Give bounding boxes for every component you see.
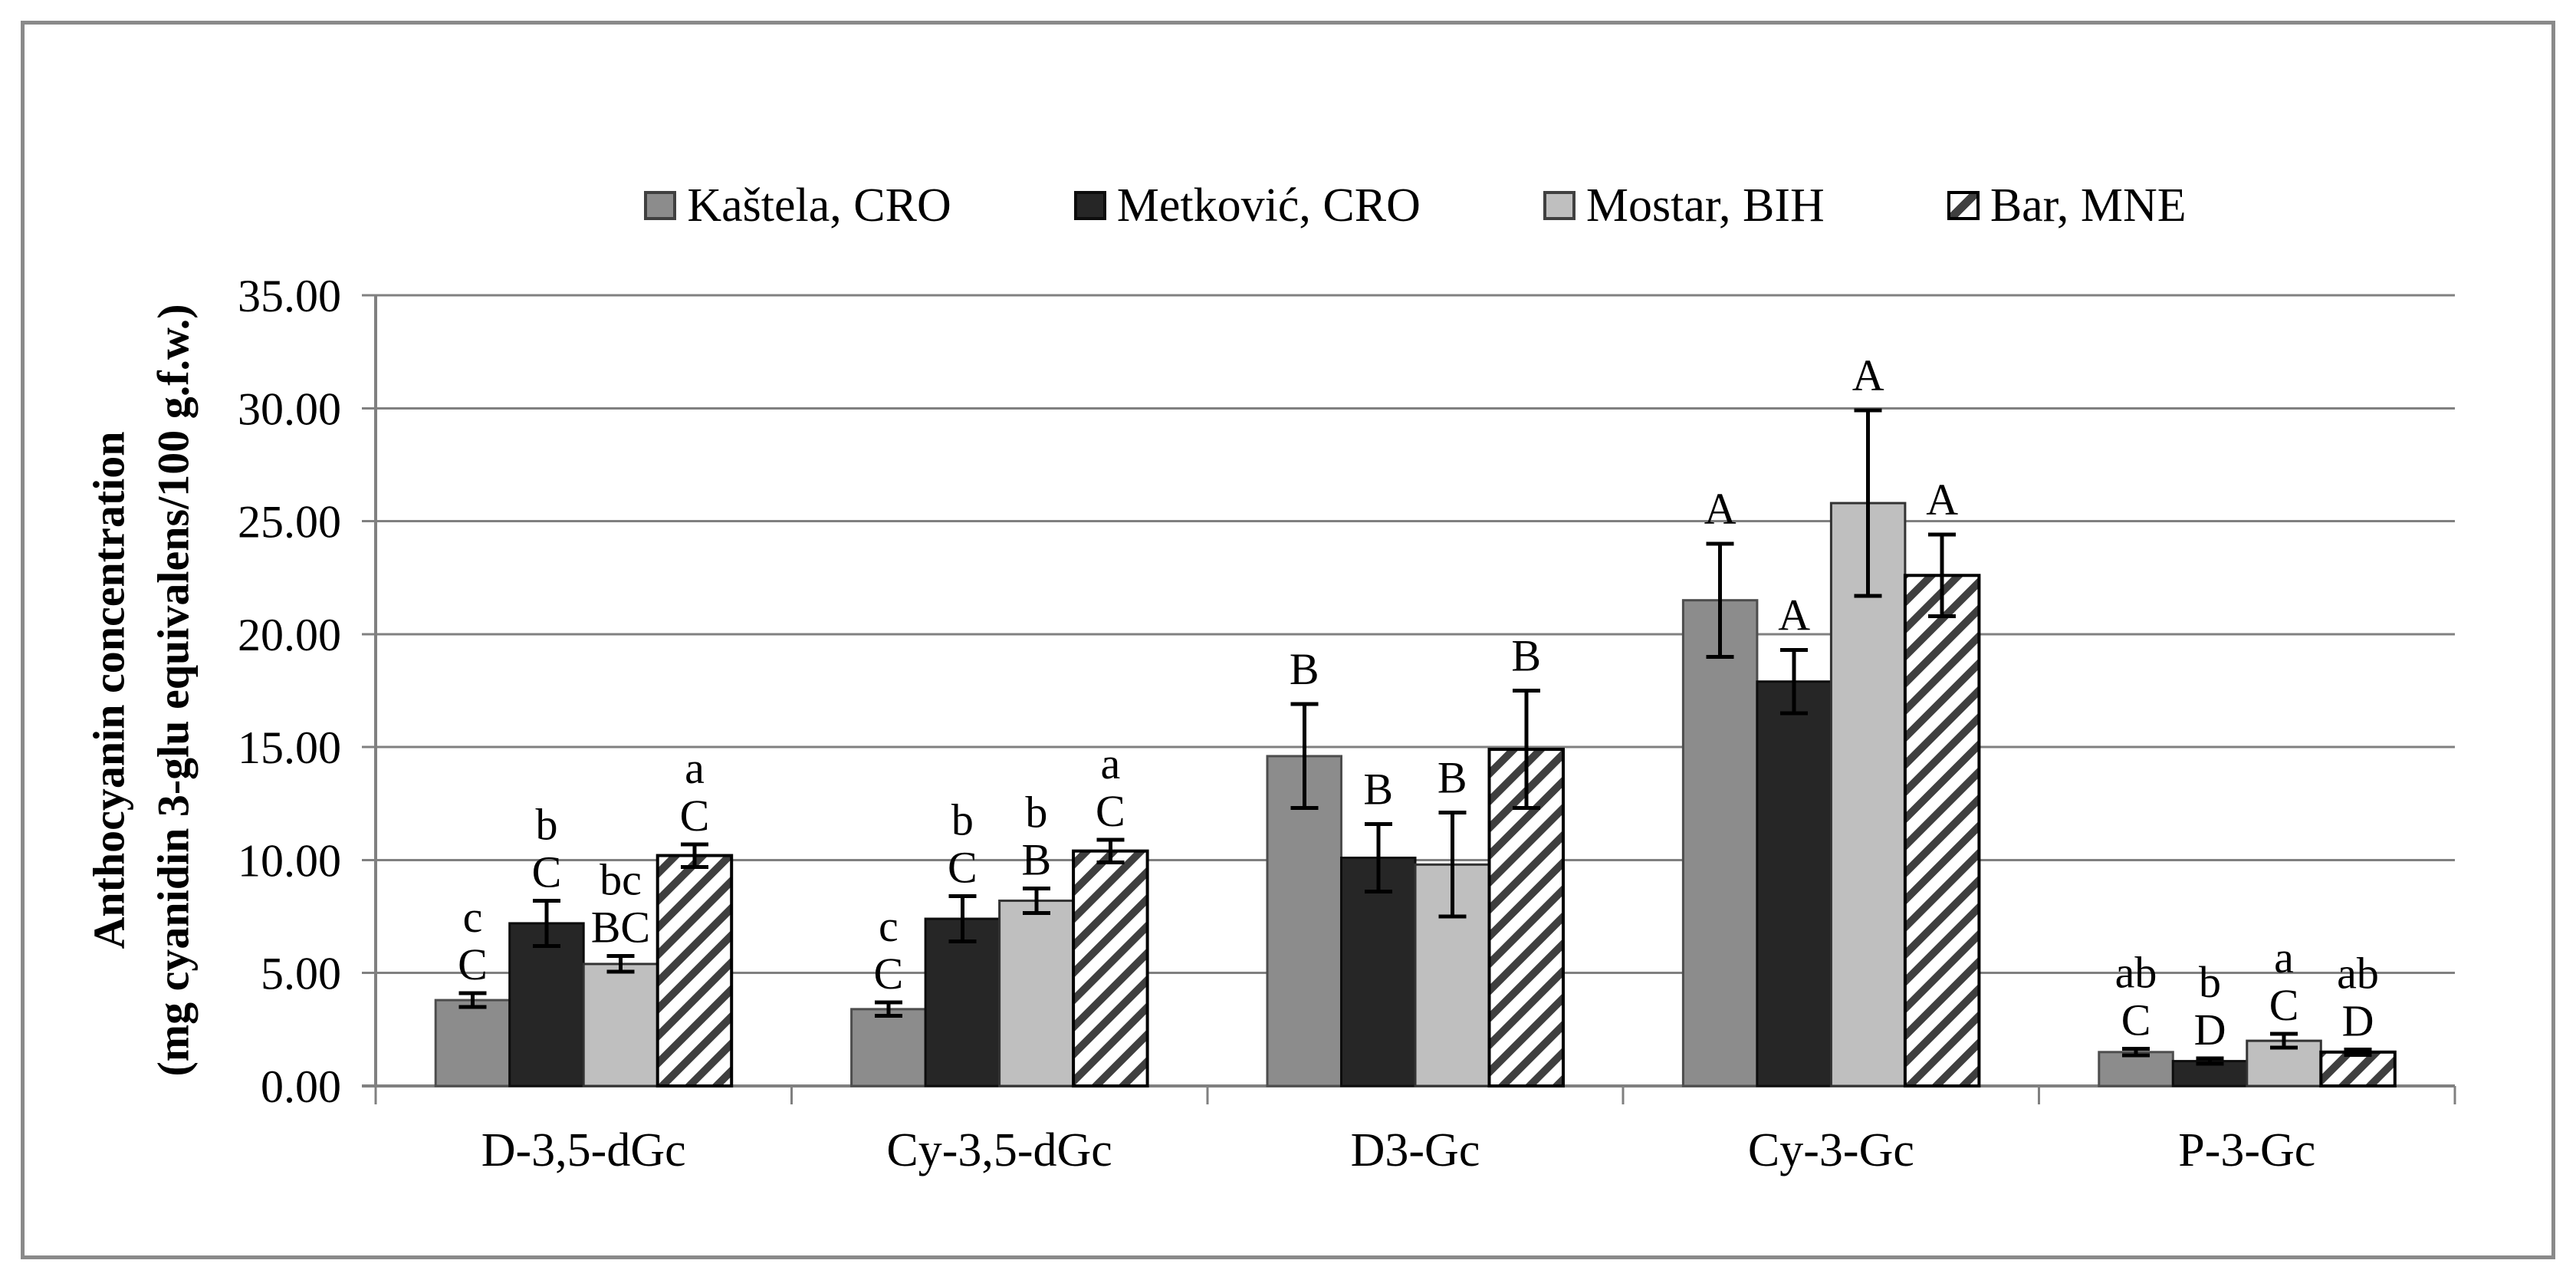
significance-letter: c [879, 901, 899, 951]
bar [434, 999, 511, 1088]
x-category-label: Cy-3-Gc [1748, 1124, 1914, 1176]
significance-letter: a [1100, 739, 1120, 788]
y-tick-label: 0.00 [261, 1061, 341, 1112]
significance-letter: ab [2337, 948, 2379, 998]
significance-letter: C [458, 939, 488, 989]
bar [1756, 680, 1832, 1088]
significance-letter: bc [600, 855, 642, 905]
significance-letter: B [1511, 631, 1541, 681]
significance-letter: C [874, 949, 904, 999]
figure-border [21, 21, 2555, 1259]
significance-letter: C [532, 847, 562, 897]
legend-swatch-kastela-icon [644, 191, 677, 220]
legend-swatch-bar-mne-icon [1947, 191, 1980, 220]
significance-letter: D [2194, 1005, 2226, 1055]
legend-item-kastela: Kaštela, CRO [644, 179, 951, 233]
legend-label-mostar: Mostar, BIH [1585, 179, 1825, 232]
y-tick-label: 30.00 [238, 383, 341, 434]
bar [998, 899, 1075, 1088]
significance-letter: A [1926, 475, 1958, 525]
x-category-label: P-3-Gc [2178, 1124, 2315, 1176]
legend-item-bar-mne: Bar, MNE [1947, 179, 2187, 233]
legend-swatch-mostar-icon [1543, 191, 1576, 220]
significance-letter: B [1022, 834, 1052, 884]
significance-letter: b [535, 799, 557, 849]
significance-letter: b [951, 795, 974, 845]
legend-label-metkovic: Metković, CRO [1116, 179, 1421, 232]
bar [1903, 574, 1981, 1088]
significance-letter: c [463, 892, 483, 942]
significance-letter: C [2121, 995, 2151, 1045]
y-tick-label: 20.00 [238, 610, 341, 660]
significance-letter: a [685, 743, 705, 793]
legend: Kaštela, CRO Metković, CRO Mostar, BIH B… [376, 173, 2455, 239]
significance-letter: A [1704, 484, 1737, 534]
bar [1072, 849, 1149, 1088]
legend-label-kastela: Kaštela, CRO [687, 179, 951, 232]
significance-letter: B [1438, 753, 1467, 803]
significance-letter: b [2199, 957, 2221, 1007]
y-tick-label: 35.00 [238, 271, 341, 321]
y-tick-label: 10.00 [238, 835, 341, 886]
y-axis-title-line1: Anthocyanin concentration [84, 431, 134, 949]
bar [2319, 1050, 2397, 1088]
legend-label-bar-mne: Bar, MNE [1990, 179, 2187, 232]
x-category-label: D3-Gc [1351, 1124, 1480, 1176]
bar [924, 917, 1001, 1088]
x-category-label: Cy-3,5-dGc [886, 1124, 1112, 1176]
significance-letter: a [2274, 933, 2294, 982]
y-tick-label: 15.00 [238, 722, 341, 773]
significance-letter: C [948, 843, 978, 893]
legend-item-metkovic: Metković, CRO [1073, 179, 1421, 233]
significance-letter: B [1363, 764, 1393, 814]
legend-swatch-metkovic-icon [1073, 191, 1106, 220]
x-category-label: D-3,5-dGc [481, 1124, 686, 1176]
significance-letter: BC [591, 903, 650, 953]
y-axis-title-line2: (mg cyanidin 3-glu equivalens/100 g.f.w.… [148, 304, 199, 1077]
y-tick-label: 5.00 [261, 949, 341, 999]
y-tick-label: 25.00 [238, 497, 341, 548]
significance-letter: A [1852, 350, 1884, 400]
significance-letter: B [1290, 644, 1319, 694]
significance-letter: ab [2115, 947, 2157, 997]
significance-letter: C [680, 791, 710, 841]
bar [850, 1008, 927, 1088]
significance-letter: A [1778, 590, 1810, 640]
bar [656, 854, 734, 1088]
legend-item-mostar: Mostar, BIH [1543, 179, 1825, 233]
bar [1266, 755, 1342, 1088]
bar [1681, 599, 1759, 1088]
significance-letter: C [2269, 980, 2299, 1030]
bar [1829, 502, 1907, 1088]
bar [582, 962, 659, 1088]
significance-letter: b [1025, 787, 1047, 837]
significance-letter: D [2342, 995, 2374, 1045]
significance-letter: C [1096, 786, 1125, 836]
